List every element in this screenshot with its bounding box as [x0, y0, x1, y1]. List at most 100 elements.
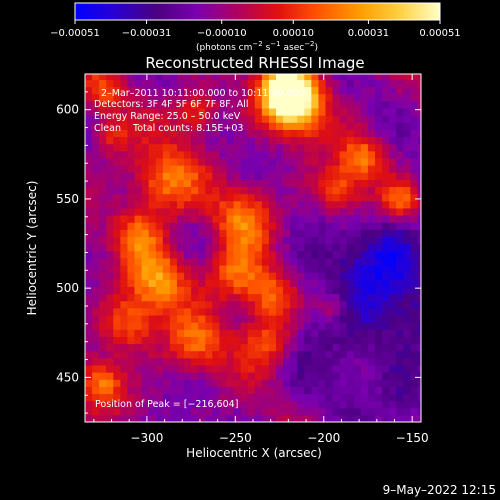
heatmap-cell: [325, 129, 334, 138]
heatmap-cell: [353, 172, 362, 180]
heatmap-cell: [389, 307, 397, 316]
heatmap-cell: [403, 407, 411, 416]
heatmap-cell: [198, 143, 206, 152]
heatmap-cell: [205, 364, 213, 373]
heatmap-cell: [367, 129, 376, 138]
heatmap-cell: [311, 257, 320, 266]
heatmap-cell: [99, 129, 107, 138]
heatmap-cell: [106, 150, 114, 159]
heatmap-cell: [375, 372, 383, 380]
heatmap-cell: [233, 222, 242, 230]
heatmap-cell: [325, 414, 334, 422]
heatmap-cell: [318, 372, 327, 380]
heatmap-cell: [396, 300, 404, 309]
heatmap-cell: [382, 79, 390, 88]
heatmap-cell: [127, 165, 136, 173]
footer-timestamp: 9–May–2022 12:15: [383, 483, 496, 497]
heatmap-cell: [283, 343, 291, 352]
heatmap-cell: [290, 200, 298, 209]
heatmap-cell: [106, 257, 114, 266]
heatmap-cell: [184, 179, 192, 188]
heatmap-cell: [184, 393, 192, 402]
heatmap-cell: [410, 243, 419, 252]
heatmap-cell: [148, 143, 157, 152]
heatmap-cell: [346, 357, 355, 366]
heatmap-cell: [360, 357, 369, 366]
heatmap-cell: [332, 107, 341, 116]
heatmap-cell: [325, 350, 334, 359]
heatmap-cell: [290, 172, 298, 180]
heatmap-cell: [141, 74, 150, 80]
heatmap-cell: [353, 343, 362, 352]
heatmap-cell: [275, 222, 284, 230]
heatmap-cell: [247, 129, 256, 138]
heatmap-cell: [290, 264, 298, 273]
heatmap-cell: [219, 286, 228, 295]
heatmap-cell: [389, 300, 397, 309]
heatmap-cell: [261, 386, 270, 395]
heatmap-cell: [99, 329, 107, 337]
heatmap-cell: [113, 386, 121, 395]
heatmap-cell: [198, 243, 206, 252]
heatmap-cell: [403, 157, 411, 166]
heatmap-cell: [205, 393, 213, 402]
heatmap-cell: [148, 222, 157, 230]
heatmap-cell: [184, 350, 192, 359]
heatmap-cell: [367, 122, 376, 130]
heatmap-cell: [191, 86, 199, 95]
heatmap-cell: [191, 74, 199, 80]
heatmap-cell: [155, 214, 164, 223]
heatmap-cell: [261, 343, 270, 352]
heatmap-cell: [92, 350, 100, 359]
heatmap-cell: [247, 165, 256, 173]
heatmap-cell: [332, 414, 341, 422]
heatmap-cell: [396, 214, 404, 223]
heatmap-cell: [268, 179, 277, 188]
heatmap-cell: [304, 379, 312, 387]
heatmap-cell: [191, 222, 199, 230]
heatmap-cell: [169, 122, 178, 130]
heatmap-cell: [85, 107, 93, 116]
heatmap-cell: [353, 350, 362, 359]
heatmap-cell: [275, 400, 284, 409]
heatmap-cell: [403, 372, 411, 380]
heatmap-cell: [92, 336, 100, 345]
heatmap-cell: [219, 222, 228, 230]
heatmap-cell: [155, 165, 164, 173]
heatmap-cell: [353, 79, 362, 88]
heatmap-cell: [417, 107, 421, 116]
heatmap-cell: [261, 279, 270, 287]
heatmap-cell: [360, 400, 369, 409]
heatmap-cell: [85, 165, 93, 173]
heatmap-cell: [240, 414, 249, 422]
heatmap-cell: [120, 329, 129, 337]
heatmap-cell: [346, 314, 355, 323]
heatmap-cell: [389, 179, 397, 188]
heatmap-cell: [346, 329, 355, 337]
heatmap-cell: [304, 165, 312, 173]
heatmap-cell: [198, 150, 206, 159]
heatmap-cell: [297, 300, 305, 309]
x-tick-label: −300: [130, 431, 163, 445]
heatmap-cell: [375, 279, 383, 287]
heatmap-cell: [226, 393, 235, 402]
heatmap-cell: [184, 107, 192, 116]
heatmap-cell: [389, 193, 397, 202]
heatmap-cell: [176, 336, 185, 345]
heatmap-cell: [318, 165, 327, 173]
heatmap-cell: [233, 250, 242, 259]
heatmap-cell: [148, 136, 157, 145]
heatmap-cell: [353, 115, 362, 123]
heatmap-cell: [134, 100, 143, 109]
heatmap-cell: [339, 379, 348, 387]
heatmap-cell: [120, 400, 129, 409]
heatmap-cell: [233, 393, 242, 402]
heatmap-cell: [212, 129, 220, 138]
heatmap-cell: [360, 264, 369, 273]
heatmap-cell: [283, 272, 291, 280]
heatmap-cell: [318, 74, 327, 80]
heatmap-cell: [375, 293, 383, 302]
heatmap-cell: [120, 372, 129, 380]
heatmap-cell: [403, 100, 411, 109]
heatmap-cell: [297, 136, 305, 145]
